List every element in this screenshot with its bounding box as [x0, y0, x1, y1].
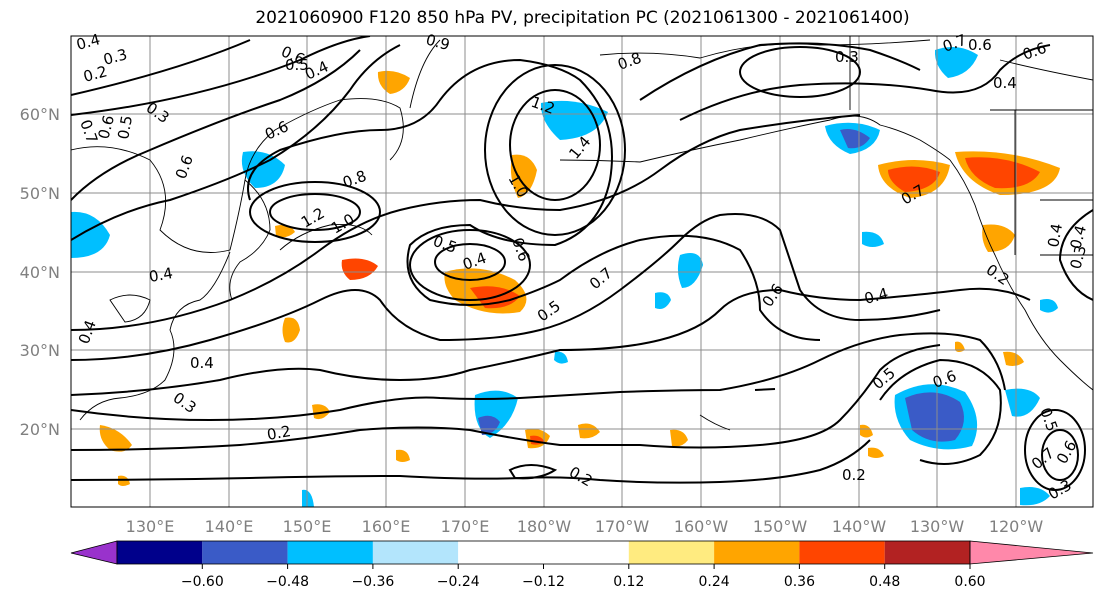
colorbar-tick-label: −0.60: [181, 574, 224, 590]
contour-label: 0.2: [842, 466, 866, 484]
lon-label: 140°E: [205, 517, 254, 536]
contour-label: 0.5: [534, 297, 564, 325]
lon-label: 150°W: [753, 517, 808, 536]
colorbar-tick-label: 0.36: [784, 574, 815, 590]
contour-label: 0.3: [170, 389, 200, 417]
colorbar-tick-label: 0.60: [954, 574, 985, 590]
contour-label: 1.0: [328, 210, 358, 238]
colorbar: −0.60 −0.48 −0.36 −0.24 −0.12 0.12 0.24 …: [70, 540, 1094, 590]
colorbar-segment: [117, 541, 203, 564]
lon-label: 130°W: [910, 517, 965, 536]
lon-label: 160°W: [674, 517, 729, 536]
lon-label: 170°W: [595, 517, 650, 536]
contour-label: 0.2: [266, 422, 293, 444]
lon-label: 160°E: [362, 517, 411, 536]
contour-label: 1.2: [298, 204, 328, 232]
contour-label: 0.4: [993, 74, 1017, 92]
contour-label: 0.3: [1045, 476, 1075, 504]
contour-label: 0.3: [835, 48, 859, 66]
colorbar-tick-label: 0.24: [699, 574, 730, 590]
contour-label: 0.6: [1020, 39, 1049, 64]
map-frame: [70, 35, 1094, 508]
pv-contours: [71, 36, 1093, 491]
contour-label: 0.6: [262, 117, 291, 143]
coastlines: [71, 36, 1093, 431]
colorbar-segment: [714, 541, 800, 564]
contour-label: 0.6: [172, 153, 197, 182]
contour-label: 0.8: [340, 167, 369, 192]
lon-label: 120°W: [989, 517, 1044, 536]
lon-label: 140°W: [832, 517, 887, 536]
contour-label: 0.3: [101, 45, 129, 69]
lat-label: 30°N: [20, 341, 60, 360]
contour-label: 0.5: [285, 56, 309, 74]
colorbar-tick-label: −0.48: [266, 574, 309, 590]
colorbar-segment: [628, 541, 715, 564]
contour-label: 0.2: [566, 463, 596, 491]
contour-label: 0.6: [759, 280, 787, 310]
contour-label: 0.5: [114, 114, 136, 141]
map-title: 2021060900 F120 850 hPa PV, precipitatio…: [255, 8, 910, 28]
lat-label: 40°N: [20, 263, 60, 282]
contour-label: 0.9: [424, 30, 452, 54]
contour-label: 0.4: [862, 284, 890, 308]
colorbar-segment: [372, 541, 459, 564]
contour-label: 0.4: [1066, 223, 1090, 251]
contour-label: 0.4: [148, 264, 175, 286]
colorbar-tick-label: 0.48: [869, 574, 900, 590]
lon-label: 180°W: [517, 517, 572, 536]
contour-label: 0.8: [615, 49, 644, 74]
colorbar-arrow-right: [969, 540, 1094, 565]
lat-label: 20°N: [20, 420, 60, 439]
colorbar-segment: [287, 541, 373, 564]
colorbar-ticks: [201, 564, 971, 569]
contour-label: 0.3: [1066, 243, 1090, 271]
precip-shading: [71, 46, 1060, 507]
colorbar-arrow-left: [70, 540, 118, 565]
contour-label: 0.2: [983, 261, 1013, 289]
contour-label: 0.4: [75, 318, 100, 347]
graticule: [71, 36, 1093, 507]
contour-label: 0.4: [74, 30, 102, 54]
colorbar-segment: [458, 541, 544, 564]
lat-label: 60°N: [20, 105, 60, 124]
latitude-labels: 60°N 50°N 40°N 30°N 20°N: [20, 105, 60, 439]
colorbar-tick-label: −0.12: [522, 574, 565, 590]
lon-label: 130°E: [126, 517, 175, 536]
lon-label: 150°E: [283, 517, 332, 536]
colorbar-segment: [202, 541, 288, 564]
contour-label: 0.6: [94, 113, 118, 141]
colorbar-segment: [799, 541, 885, 564]
contour-label: 0.7: [586, 264, 616, 293]
colorbar-tick-label: −0.36: [351, 574, 394, 590]
contour-label: 0.2: [81, 62, 109, 86]
colorbar-segment: [884, 541, 970, 564]
longitude-labels: 130°E 140°E 150°E 160°E 170°E 180°W 170°…: [126, 517, 1044, 536]
colorbar-segment: [543, 541, 629, 564]
map-area: [71, 36, 1093, 507]
contour-label: 0.4: [1044, 222, 1066, 249]
contour-label: 0.5: [431, 232, 460, 257]
contour-label: 0.7: [1028, 444, 1058, 473]
lon-label: 170°E: [441, 517, 490, 536]
contour-label: 0.6: [968, 36, 992, 54]
contour-label: 0.5: [869, 364, 899, 393]
colorbar-tick-label: 0.12: [613, 574, 644, 590]
lat-label: 50°N: [20, 184, 60, 203]
colorbar-tick-label: −0.24: [437, 574, 480, 590]
contour-label: 0.4: [190, 354, 214, 372]
